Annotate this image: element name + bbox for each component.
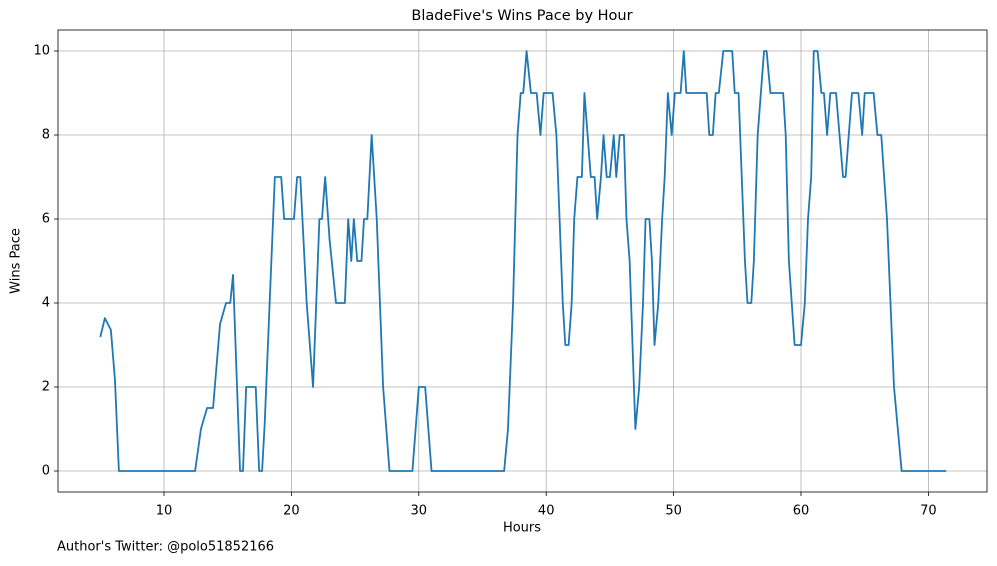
y-tick-label: 10 <box>33 44 50 59</box>
x-tick-label: 40 <box>538 504 555 519</box>
footnote: Author's Twitter: @polo51852166 <box>57 540 274 555</box>
y-tick-label: 6 <box>42 212 50 227</box>
chart-title: BladeFive's Wins Pace by Hour <box>411 8 632 24</box>
x-tick-label: 60 <box>793 504 810 519</box>
y-tick-label: 0 <box>42 464 50 479</box>
y-tick-label: 4 <box>42 296 50 311</box>
data-line <box>99 50 947 472</box>
x-tick-label: 50 <box>665 504 682 519</box>
y-tick-label: 2 <box>42 380 50 395</box>
y-tick-label: 8 <box>42 128 50 143</box>
x-tick-label: 70 <box>920 504 937 519</box>
axes-frame <box>57 29 988 493</box>
y-axis-label: Wins Pace <box>9 228 24 294</box>
x-tick-label: 10 <box>156 504 173 519</box>
x-tick-label: 30 <box>411 504 428 519</box>
x-axis-label: Hours <box>503 521 541 536</box>
x-tick-label: 20 <box>283 504 300 519</box>
